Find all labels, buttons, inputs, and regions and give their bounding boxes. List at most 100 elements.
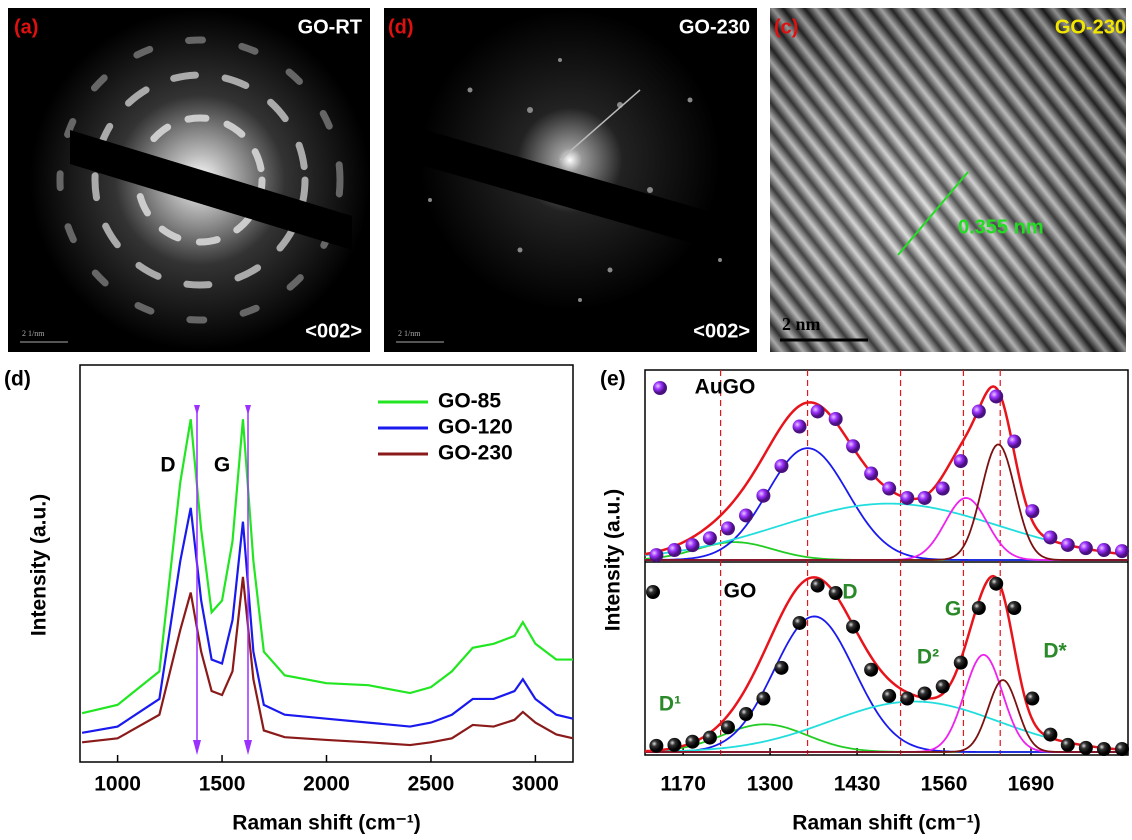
data-point xyxy=(702,730,717,745)
arrow-tail xyxy=(245,405,251,415)
data-point xyxy=(1043,727,1058,742)
data-point xyxy=(953,655,968,670)
data-point xyxy=(774,660,789,675)
fit-component xyxy=(644,502,1129,557)
data-point xyxy=(739,707,754,722)
data-point xyxy=(649,738,664,753)
data-point xyxy=(971,404,986,419)
panel-label: (d) xyxy=(4,368,31,391)
data-point xyxy=(828,586,843,601)
image-panel-c: 0.355 nm 2 nm (c) GO-230 xyxy=(770,8,1126,352)
data-point xyxy=(846,439,861,454)
legend-marker xyxy=(646,585,660,599)
image-title: GO-RT xyxy=(298,16,362,38)
data-point xyxy=(1078,740,1093,755)
legend-label: AuGO xyxy=(695,376,756,399)
data-point xyxy=(1025,504,1040,519)
x-axis-label: Raman shift (cm⁻¹) xyxy=(232,812,420,835)
panel-label: (e) xyxy=(600,368,626,391)
data-point xyxy=(882,481,897,496)
data-point xyxy=(649,548,664,563)
peak-label: D* xyxy=(1043,640,1067,663)
data-point xyxy=(1007,434,1022,449)
data-point xyxy=(900,691,915,706)
y-axis-label: Intensity (a.u.) xyxy=(28,494,51,636)
data-point xyxy=(720,720,735,735)
x-tick-label: 1500 xyxy=(199,773,246,796)
panel-label: (c) xyxy=(774,16,798,38)
panel-label: (d) xyxy=(388,16,414,38)
legend-marker xyxy=(653,381,667,395)
peak-label: D¹ xyxy=(659,693,681,716)
x-tick-label: 1300 xyxy=(747,773,794,796)
peak-label: D xyxy=(160,454,175,477)
data-line xyxy=(81,576,574,747)
data-point xyxy=(1096,543,1111,558)
data-point xyxy=(810,404,825,419)
image-title: GO-230 xyxy=(1055,16,1126,38)
fit-component xyxy=(645,679,1128,753)
zone-axis: <002> xyxy=(305,320,362,342)
image-panel-d: 2 1/nm (d) GO-230 <002> xyxy=(384,8,757,352)
data-point xyxy=(685,538,700,553)
data-point xyxy=(1114,742,1129,757)
data-point xyxy=(667,543,682,558)
fit-component xyxy=(645,443,1128,561)
peak-label: G xyxy=(214,454,230,477)
legend-label: GO-85 xyxy=(438,390,501,413)
zone-axis: <002> xyxy=(693,320,750,342)
legend-label: GO xyxy=(724,580,757,603)
scale-bar-label: 2 1/nm xyxy=(398,329,421,338)
data-point xyxy=(989,389,1004,404)
data-point xyxy=(989,576,1004,591)
y-axis-label: Intensity (a.u.) xyxy=(602,489,625,631)
data-point xyxy=(971,601,986,616)
data-point xyxy=(1007,601,1022,616)
x-axis-label: Raman shift (cm⁻¹) xyxy=(792,812,980,835)
spacing-label: 0.355 nm xyxy=(958,216,1044,238)
panel-label: (a) xyxy=(14,16,38,38)
x-tick-label: 1170 xyxy=(660,773,706,796)
data-point xyxy=(935,481,950,496)
data-point xyxy=(810,578,825,593)
data-point xyxy=(1060,737,1075,752)
data-point xyxy=(917,686,932,701)
x-tick-label: 1430 xyxy=(834,773,881,796)
data-point xyxy=(1096,742,1111,757)
data-point xyxy=(739,508,754,523)
data-point xyxy=(900,490,915,505)
data-point xyxy=(792,419,807,434)
data-point xyxy=(685,734,700,749)
x-tick-label: 1560 xyxy=(921,773,968,796)
peak-label: G xyxy=(945,598,961,621)
x-tick-label: 1690 xyxy=(1008,773,1055,796)
image-title: GO-230 xyxy=(679,16,750,38)
data-point xyxy=(864,662,879,677)
streak xyxy=(559,89,641,161)
data-point xyxy=(864,466,879,481)
legend-label: GO-230 xyxy=(438,442,513,465)
arrow-head xyxy=(244,740,252,755)
data-point xyxy=(756,488,771,503)
data-line xyxy=(81,419,573,715)
arrow-tail xyxy=(194,405,200,415)
data-point xyxy=(1114,544,1129,559)
data-point xyxy=(756,691,771,706)
data-point xyxy=(702,531,717,546)
x-tick-label: 2500 xyxy=(408,773,455,796)
data-line xyxy=(81,507,574,734)
data-point xyxy=(667,737,682,752)
data-point xyxy=(935,679,950,694)
scale-bar-label: 2 nm xyxy=(782,314,821,334)
arrow-head xyxy=(193,740,201,755)
data-point xyxy=(1078,541,1093,556)
data-point xyxy=(828,412,843,426)
beam-stop xyxy=(390,120,757,262)
data-point xyxy=(882,688,897,703)
data-point xyxy=(1025,691,1040,706)
data-point xyxy=(953,454,968,469)
diffraction-glow xyxy=(420,10,720,310)
x-tick-label: 2000 xyxy=(303,773,350,796)
data-point xyxy=(846,619,861,634)
